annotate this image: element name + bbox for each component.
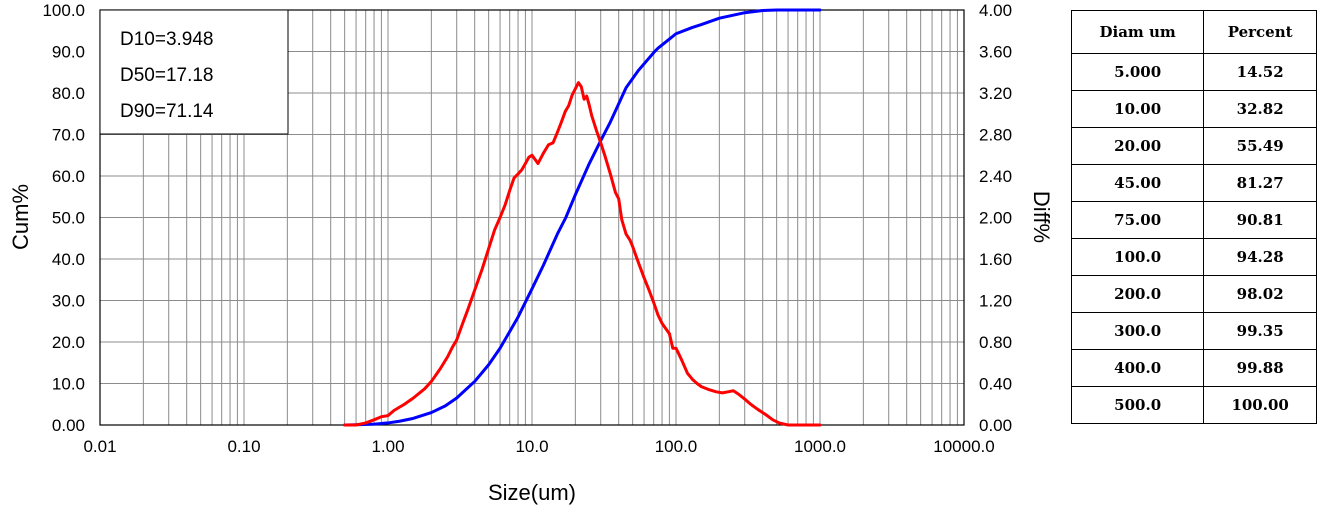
percent-cell: 55.49 <box>1203 127 1317 165</box>
table-row: 10.00 32.82 <box>1070 90 1317 128</box>
y-right-tick-label: 2.40 <box>979 167 1012 186</box>
y-right-tick-label: 1.20 <box>979 292 1012 311</box>
size-percent-table: Diam um Percent 5.000 14.52 10.00 32.82 20.0… <box>1070 10 1317 424</box>
x-tick-label: 10.0 <box>515 437 548 456</box>
diameter-cell: 200.0 <box>1070 275 1205 313</box>
y-left-tick-label: 0.00 <box>52 416 85 435</box>
percent-cell: 32.82 <box>1203 90 1317 128</box>
y-left-tick-label: 90.0 <box>52 43 85 62</box>
y-right-tick-label: 3.60 <box>979 43 1012 62</box>
diameter-cell: 20.00 <box>1070 127 1205 165</box>
x-tick-label: 100.0 <box>655 437 698 456</box>
y-left-tick-label: 60.0 <box>52 167 85 186</box>
y-left-tick-label: 20.0 <box>52 333 85 352</box>
header-diameter: Diam um <box>1070 10 1205 54</box>
table-row: 400.0 99.88 <box>1070 349 1317 387</box>
y-left-tick-label: 100.0 <box>42 1 85 20</box>
y-right-tick-label: 2.00 <box>979 209 1012 228</box>
tick-labels: 0.01 0.10 1.00 10.0 100.0 1000.0 10000.0 0.00 10… <box>42 1 1012 456</box>
y-left-tick-label: 50.0 <box>52 209 85 228</box>
y-right-tick-label: 0.40 <box>979 375 1012 394</box>
y-axis-right-title: Diff% <box>1029 191 1054 243</box>
x-tick-label: 1000.0 <box>794 437 846 456</box>
percent-cell: 94.28 <box>1203 238 1317 276</box>
stat-d50: D50=17.18 <box>120 65 214 86</box>
percent-cell: 98.02 <box>1203 275 1317 313</box>
percent-cell: 14.52 <box>1203 53 1317 91</box>
y-right-tick-label: 4.00 <box>979 1 1012 20</box>
table-row: 300.0 99.35 <box>1070 312 1317 350</box>
table-row: 5.000 14.52 <box>1070 53 1317 91</box>
percent-cell: 99.35 <box>1203 312 1317 350</box>
x-tick-label: 10000.0 <box>933 437 994 456</box>
y-right-tick-label: 0.00 <box>979 416 1012 435</box>
table-row: 20.00 55.49 <box>1070 127 1317 165</box>
y-right-tick-label: 3.20 <box>979 84 1012 103</box>
y-right-tick-label: 0.80 <box>979 333 1012 352</box>
diameter-cell: 5.000 <box>1070 53 1205 91</box>
y-left-tick-label: 70.0 <box>52 126 85 145</box>
y-axis-left-title: Cum% <box>8 184 33 250</box>
cumulative-curve <box>343 8 822 427</box>
diameter-cell: 10.00 <box>1070 90 1205 128</box>
particle-size-chart: D10=3.948 D50=17.18 D90=71.14 0.01 0.10 1.… <box>8 1 1054 505</box>
percent-cell: 90.81 <box>1203 201 1317 239</box>
y-right-tick-label: 2.80 <box>979 126 1012 145</box>
x-axis-title: Size(um) <box>488 480 576 505</box>
series-layer <box>343 8 822 427</box>
diameter-cell: 75.00 <box>1070 201 1205 239</box>
y-left-tick-label: 10.0 <box>52 375 85 394</box>
stat-d10: D10=3.948 <box>120 29 214 50</box>
y-left-tick-label: 30.0 <box>52 292 85 311</box>
x-tick-label: 1.00 <box>371 437 404 456</box>
differential-curve <box>343 81 822 427</box>
diameter-cell: 100.0 <box>1070 238 1205 276</box>
table-header-row: Diam um Percent <box>1070 10 1317 54</box>
y-left-tick-label: 40.0 <box>52 250 85 269</box>
table-row: 100.0 94.28 <box>1070 238 1317 276</box>
table-row: 200.0 98.02 <box>1070 275 1317 313</box>
diameter-cell: 300.0 <box>1070 312 1205 350</box>
diameter-cell: 500.0 <box>1070 386 1205 424</box>
diameter-cell: 400.0 <box>1070 349 1205 387</box>
header-percent: Percent <box>1203 10 1317 54</box>
x-tick-label: 0.01 <box>83 437 116 456</box>
stat-d90: D90=71.14 <box>120 101 214 122</box>
percent-cell: 81.27 <box>1203 164 1317 202</box>
stats-box: D10=3.948 D50=17.18 D90=71.14 <box>99 9 289 135</box>
table-row: 500.0 100.00 <box>1070 386 1317 424</box>
diameter-cell: 45.00 <box>1070 164 1205 202</box>
table-row: 45.00 81.27 <box>1070 164 1317 202</box>
percent-cell: 99.88 <box>1203 349 1317 387</box>
x-tick-label: 0.10 <box>227 437 260 456</box>
y-left-tick-label: 80.0 <box>52 84 85 103</box>
plot-frame <box>99 9 965 426</box>
y-right-tick-label: 1.60 <box>979 250 1012 269</box>
table-row: 75.00 90.81 <box>1070 201 1317 239</box>
table-body: 5.000 14.52 10.00 32.82 20.00 55.49 45.00 81.27… <box>1070 53 1317 424</box>
percent-cell: 100.00 <box>1203 386 1317 424</box>
